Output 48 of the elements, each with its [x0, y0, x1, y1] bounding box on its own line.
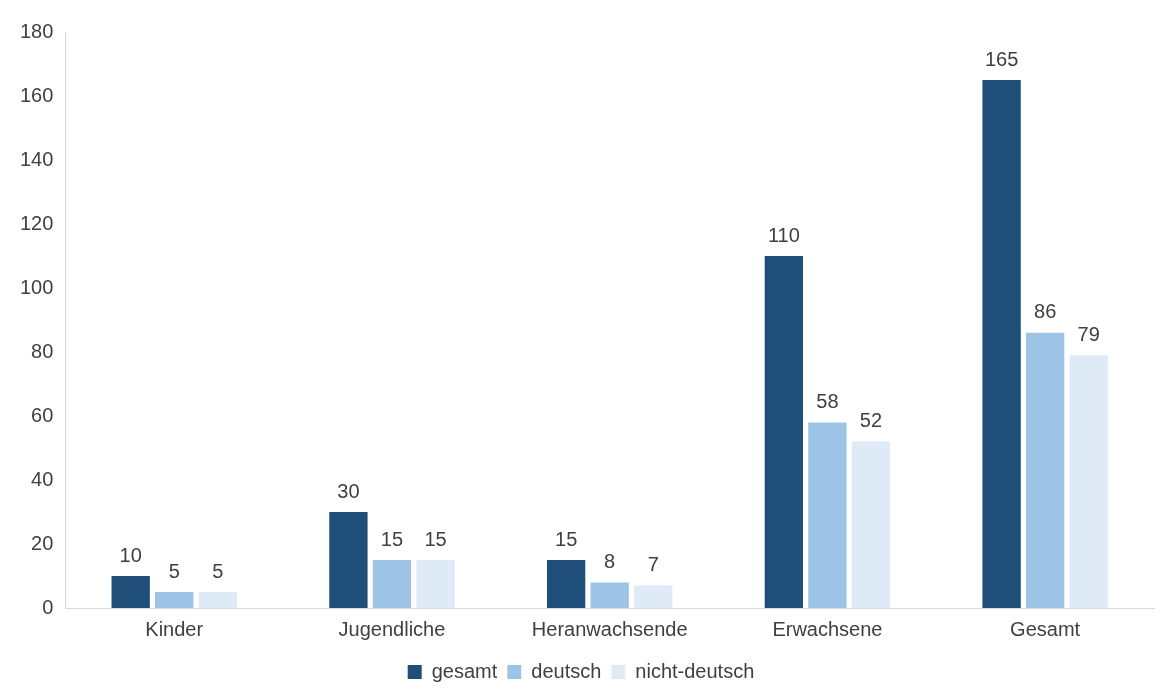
bar	[1025, 332, 1065, 608]
y-tick-label: 160	[19, 83, 54, 106]
legend-label: deutsch	[531, 659, 602, 682]
data-label: 15	[380, 527, 404, 550]
bar	[111, 576, 150, 608]
x-tick-label: Gesamt	[1010, 617, 1081, 640]
bar	[808, 422, 847, 608]
bar	[372, 560, 412, 608]
data-label: 15	[555, 527, 578, 550]
bar	[329, 512, 368, 608]
bar	[590, 582, 629, 608]
bar	[1069, 355, 1108, 608]
bar	[982, 80, 1021, 608]
y-tick-label: 0	[42, 595, 54, 618]
data-label: 110	[767, 223, 800, 246]
y-tick-label: 140	[19, 147, 54, 170]
bar	[198, 592, 237, 608]
data-label: 7	[647, 553, 659, 576]
x-tick-label: Erwachsene	[772, 617, 883, 640]
data-label: 86	[1034, 300, 1057, 323]
bar	[851, 441, 891, 608]
data-label: 58	[816, 389, 839, 412]
y-tick-label: 60	[31, 403, 54, 426]
x-tick-label: Heranwachsende	[531, 617, 688, 640]
data-label: 15	[424, 527, 447, 550]
bar	[155, 592, 194, 608]
data-label: 8	[604, 549, 616, 572]
bar	[634, 585, 673, 608]
data-label: 10	[119, 543, 142, 566]
data-label: 30	[337, 479, 360, 502]
data-label: 165	[984, 47, 1019, 70]
data-label: 5	[212, 559, 224, 582]
x-tick-label: Jugendliche	[338, 617, 446, 640]
y-tick-label: 100	[19, 275, 54, 298]
y-tick-label: 80	[31, 339, 54, 362]
data-label: 52	[859, 409, 883, 432]
x-tick-label: Kinder	[145, 617, 204, 640]
legend-label: gesamt	[431, 659, 498, 682]
y-tick-label: 120	[19, 211, 54, 234]
y-tick-label: 20	[31, 531, 54, 554]
bar	[546, 560, 586, 608]
y-tick-label: 40	[31, 467, 54, 490]
bar	[416, 560, 455, 608]
bar	[764, 256, 804, 608]
y-tick-label: 180	[19, 19, 54, 42]
data-label: 79	[1077, 322, 1100, 345]
legend-label: nicht-deutsch	[635, 659, 755, 682]
data-label: 5	[168, 559, 180, 582]
